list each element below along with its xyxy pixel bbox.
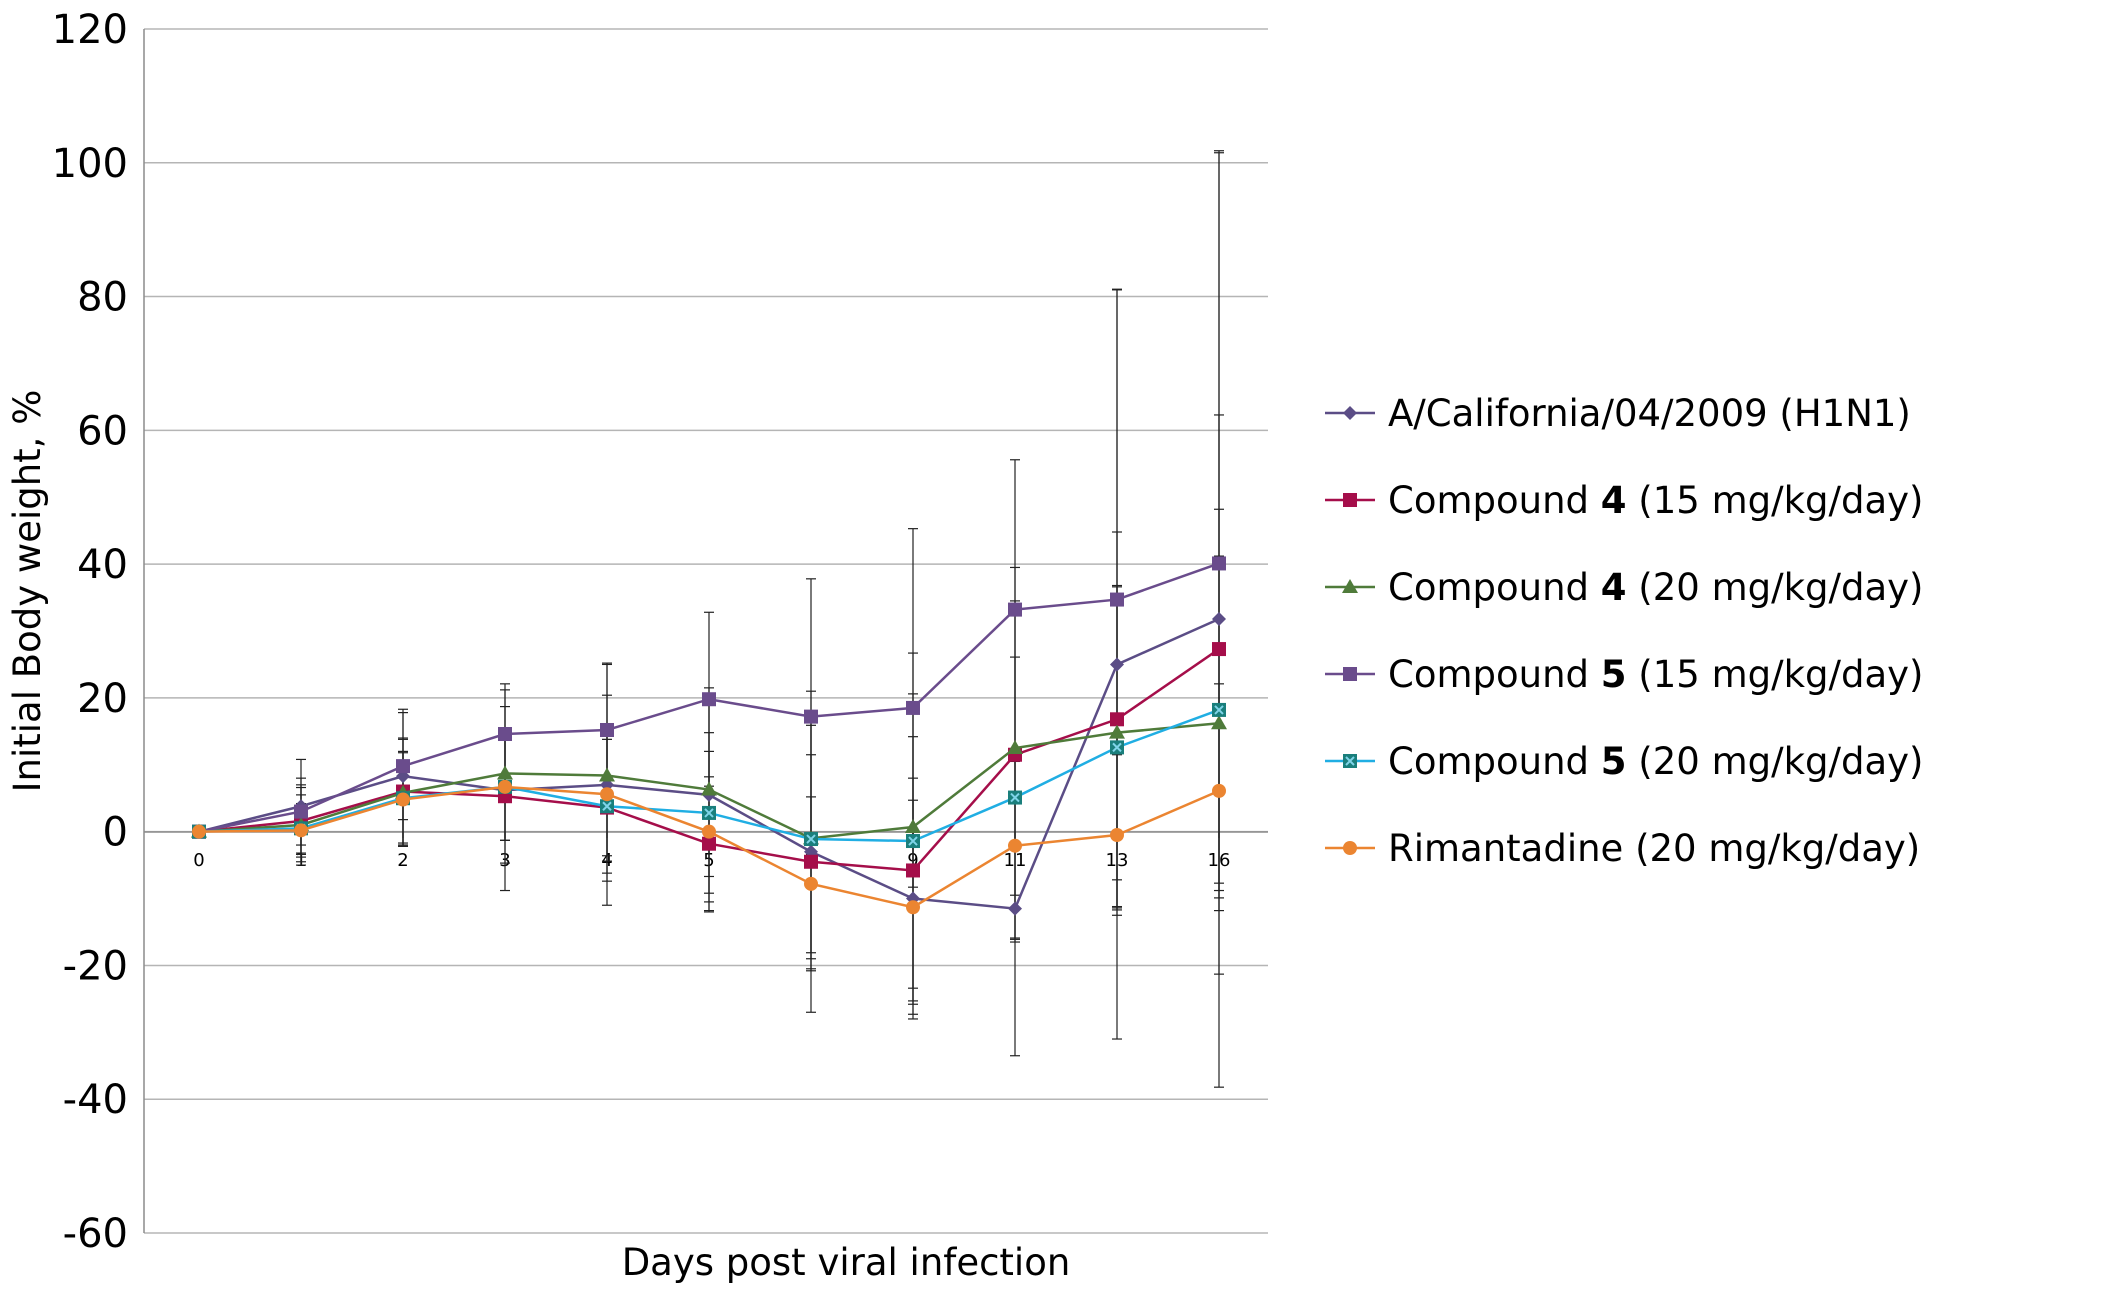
data-point [1212, 642, 1226, 657]
legend: A/California/04/2009 (H1N1) Compound 4 (1… [1325, 392, 1923, 870]
y-tick-label: 120 [52, 7, 128, 53]
data-point [294, 823, 308, 838]
data-point [702, 692, 716, 707]
data-point [294, 804, 308, 819]
data-point [1109, 724, 1125, 739]
x-tick-label: 2 [397, 850, 408, 871]
legend-marker [1343, 493, 1357, 507]
data-point [702, 836, 716, 851]
legend-label-part: 5 [1601, 740, 1627, 783]
x-axis-title: Days post viral infection [622, 1241, 1071, 1284]
data-point [1212, 783, 1226, 798]
marker-cross [1345, 756, 1355, 766]
marker-cross [704, 808, 714, 818]
legend-marker [1343, 667, 1357, 681]
data-point [1211, 715, 1227, 730]
legend-label-part: 5 [1601, 653, 1627, 696]
legend-item: Compound 4 (15 mg/kg/day) [1325, 479, 1923, 522]
legend-item: Rimantadine (20 mg/kg/day) [1325, 827, 1920, 870]
data-point [1110, 712, 1124, 727]
legend-label-part: (20 mg/kg/day) [1627, 740, 1924, 783]
y-tick-label: 100 [52, 141, 128, 187]
data-point [192, 824, 206, 839]
y-tick-label: 0 [103, 810, 128, 856]
marker-cross [1214, 705, 1224, 715]
legend-label-part: 4 [1601, 566, 1627, 609]
legend-item: Compound 4 (20 mg/kg/day) [1325, 566, 1923, 609]
data-point [1110, 657, 1124, 672]
legend-label-part: A/California/04/2009 (H1N1) [1388, 392, 1911, 435]
data-point [701, 781, 717, 796]
data-point [1008, 602, 1022, 617]
data-point [804, 876, 818, 891]
data-point [600, 722, 614, 737]
legend-label: A/California/04/2009 (H1N1) [1388, 392, 1911, 435]
legend-label-part: Compound [1388, 479, 1601, 522]
y-tick-label: 20 [77, 676, 128, 722]
legend-label-part: 4 [1601, 479, 1627, 522]
data-point [804, 854, 818, 869]
error-bars [296, 150, 1224, 1088]
data-point [906, 700, 920, 715]
data-point [497, 765, 513, 780]
y-tick-label: 60 [77, 408, 128, 454]
axes: -60-40-200204060801001200123459111316 [52, 7, 1268, 1257]
legend-label-part: (20 mg/kg/day) [1627, 566, 1924, 609]
legend-label-part: Compound [1388, 653, 1601, 696]
data-point [1007, 740, 1023, 755]
y-tick-label: -40 [63, 1077, 128, 1123]
data-point [1212, 611, 1226, 626]
legend-item: Compound 5 (15 mg/kg/day) [1325, 653, 1923, 696]
marker-cross [602, 801, 612, 811]
gridlines [144, 28, 1268, 1234]
data-point [1008, 838, 1022, 853]
data-point [599, 767, 615, 782]
marker-cross [806, 834, 816, 844]
data-point [905, 818, 921, 833]
legend-marker [1343, 406, 1357, 420]
y-tick-label: 40 [77, 542, 128, 588]
data-point [600, 787, 614, 802]
y-tick-label: -20 [63, 943, 128, 989]
data-point [1008, 901, 1022, 916]
legend-label: Rimantadine (20 mg/kg/day) [1388, 827, 1920, 870]
legend-label: Compound 4 (15 mg/kg/day) [1388, 479, 1923, 522]
data-point [906, 900, 920, 915]
legend-item: Compound 5 (20 mg/kg/day) [1325, 740, 1923, 783]
y-tick-label: 80 [77, 275, 128, 321]
y-axis-title: Initial Body weight, % [6, 390, 49, 793]
data-point [1212, 556, 1226, 571]
legend-marker [1342, 579, 1358, 593]
series-3 [192, 556, 1226, 839]
marker-cross [1112, 742, 1122, 753]
legend-label-part: Compound [1388, 740, 1601, 783]
legend-label-part: Compound [1388, 566, 1601, 609]
marker-cross [1010, 792, 1020, 803]
legend-label-part: Rimantadine (20 mg/kg/day) [1388, 827, 1920, 870]
data-point [396, 792, 410, 807]
legend-label-part: (15 mg/kg/day) [1627, 653, 1924, 696]
legend-label: Compound 5 (15 mg/kg/day) [1388, 653, 1923, 696]
data-point [702, 824, 716, 839]
series-5 [192, 779, 1226, 915]
x-tick-label: 0 [193, 850, 204, 871]
data-point [498, 779, 512, 794]
legend-label: Compound 4 (20 mg/kg/day) [1388, 566, 1923, 609]
data-point [804, 709, 818, 724]
legend-marker [1343, 841, 1357, 855]
data-point [396, 759, 410, 774]
legend-label-part: (15 mg/kg/day) [1627, 479, 1924, 522]
marker-cross [908, 836, 918, 846]
y-tick-label: -60 [63, 1211, 128, 1257]
legend-label: Compound 5 (20 mg/kg/day) [1388, 740, 1923, 783]
legend-item: A/California/04/2009 (H1N1) [1325, 392, 1911, 435]
data-point [906, 863, 920, 878]
data-point [1110, 828, 1124, 843]
series-lines [191, 556, 1227, 916]
data-point [498, 727, 512, 742]
data-point [1110, 592, 1124, 607]
